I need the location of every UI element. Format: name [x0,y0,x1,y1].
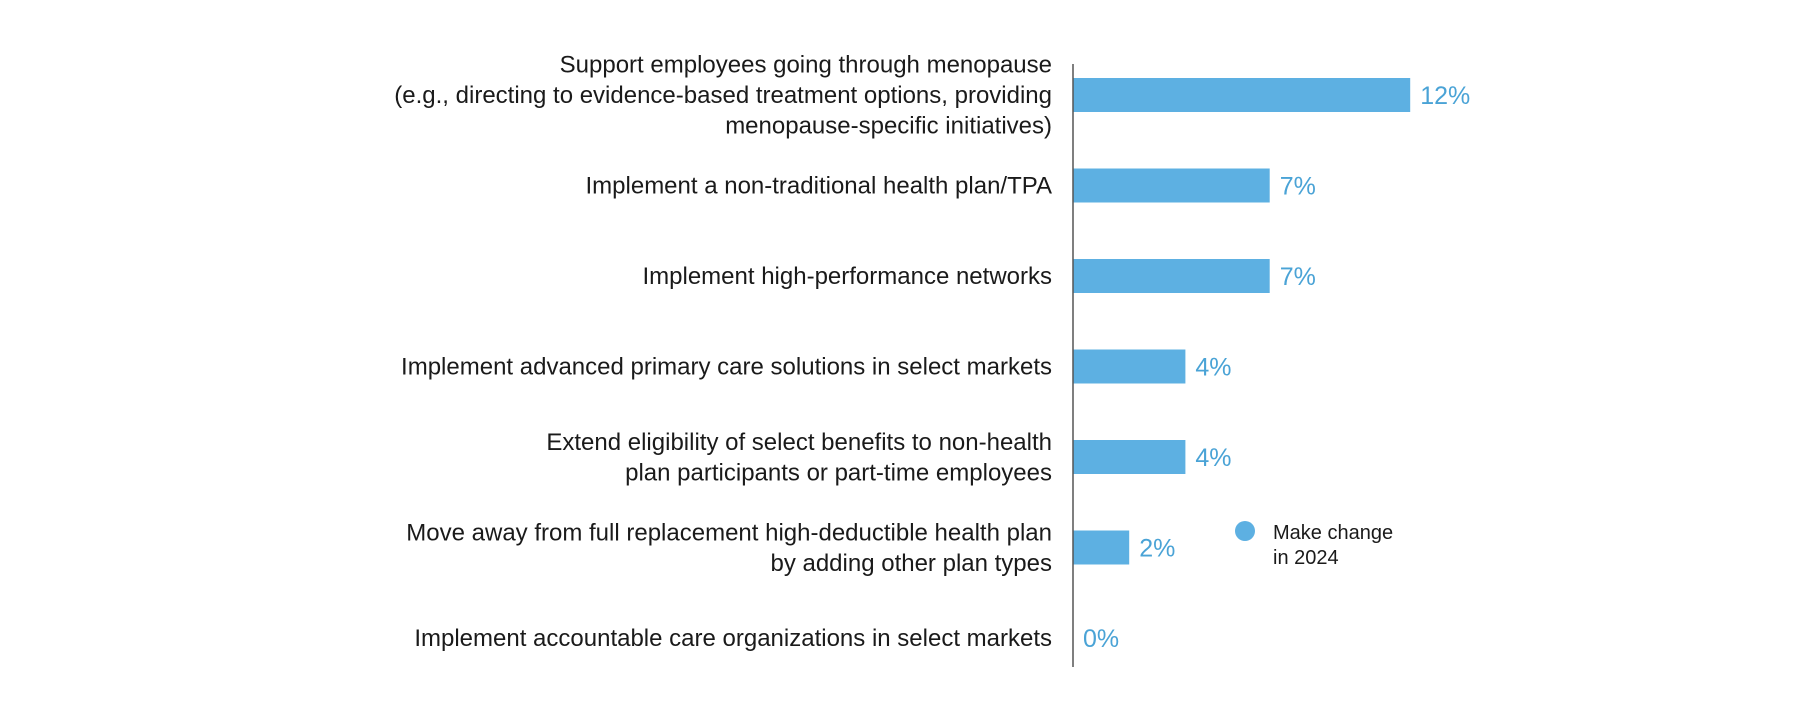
category-label-line: Extend eligibility of select benefits to… [546,429,1052,456]
legend-label: Make change in 2024 [1273,522,1393,569]
category-label-4: Extend eligibility of select benefits to… [546,429,1052,487]
value-label-5: 2% [1139,535,1175,563]
category-label-line: Support employees going through menopaus… [560,52,1052,79]
category-label-5: Move away from full replacement high-ded… [406,519,1052,577]
category-label-1: Implement a non-traditional health plan/… [586,173,1053,200]
category-labels-group: Support employees going through menopaus… [394,52,1052,653]
category-label-line: Implement a non-traditional health plan/… [586,173,1053,200]
value-label-3: 4% [1195,354,1231,382]
bar-1 [1073,168,1270,203]
category-label-3: Implement advanced primary care solution… [401,354,1052,381]
bar-5 [1073,530,1130,565]
value-labels-group: 12% 7% 7% 4% 4% 2% 0% [1083,82,1470,653]
category-label-2: Implement high-performance networks [642,263,1052,290]
category-label-6: Implement accountable care organizations… [414,625,1052,652]
category-label-line: plan participants or part-time employees [625,459,1052,486]
legend-label-line: in 2024 [1273,547,1339,569]
category-label-line: by adding other plan types [770,550,1052,577]
value-label-0: 12% [1420,82,1470,110]
category-label-line: (e.g., directing to evidence-based treat… [394,82,1052,109]
category-label-line: menopause-specific initiatives) [725,113,1052,140]
category-label-line: Implement accountable care organizations… [414,625,1052,652]
value-label-2: 7% [1280,263,1316,291]
category-label-line: Move away from full replacement high-ded… [406,519,1052,546]
bar-3 [1073,349,1186,384]
bar-2 [1073,259,1270,293]
value-label-1: 7% [1280,173,1316,201]
bar-0 [1073,78,1411,112]
bars-group [1073,78,1411,565]
category-label-line: Implement high-performance networks [642,263,1052,290]
legend-label-line: Make change [1273,522,1393,544]
value-label-4: 4% [1195,444,1231,472]
legend: Make change in 2024 [1235,521,1393,569]
bar-4 [1073,440,1186,474]
category-label-line: Implement advanced primary care solution… [401,354,1052,381]
legend-marker [1235,521,1255,541]
category-label-0: Support employees going through menopaus… [394,52,1052,140]
value-label-6: 0% [1083,625,1119,653]
